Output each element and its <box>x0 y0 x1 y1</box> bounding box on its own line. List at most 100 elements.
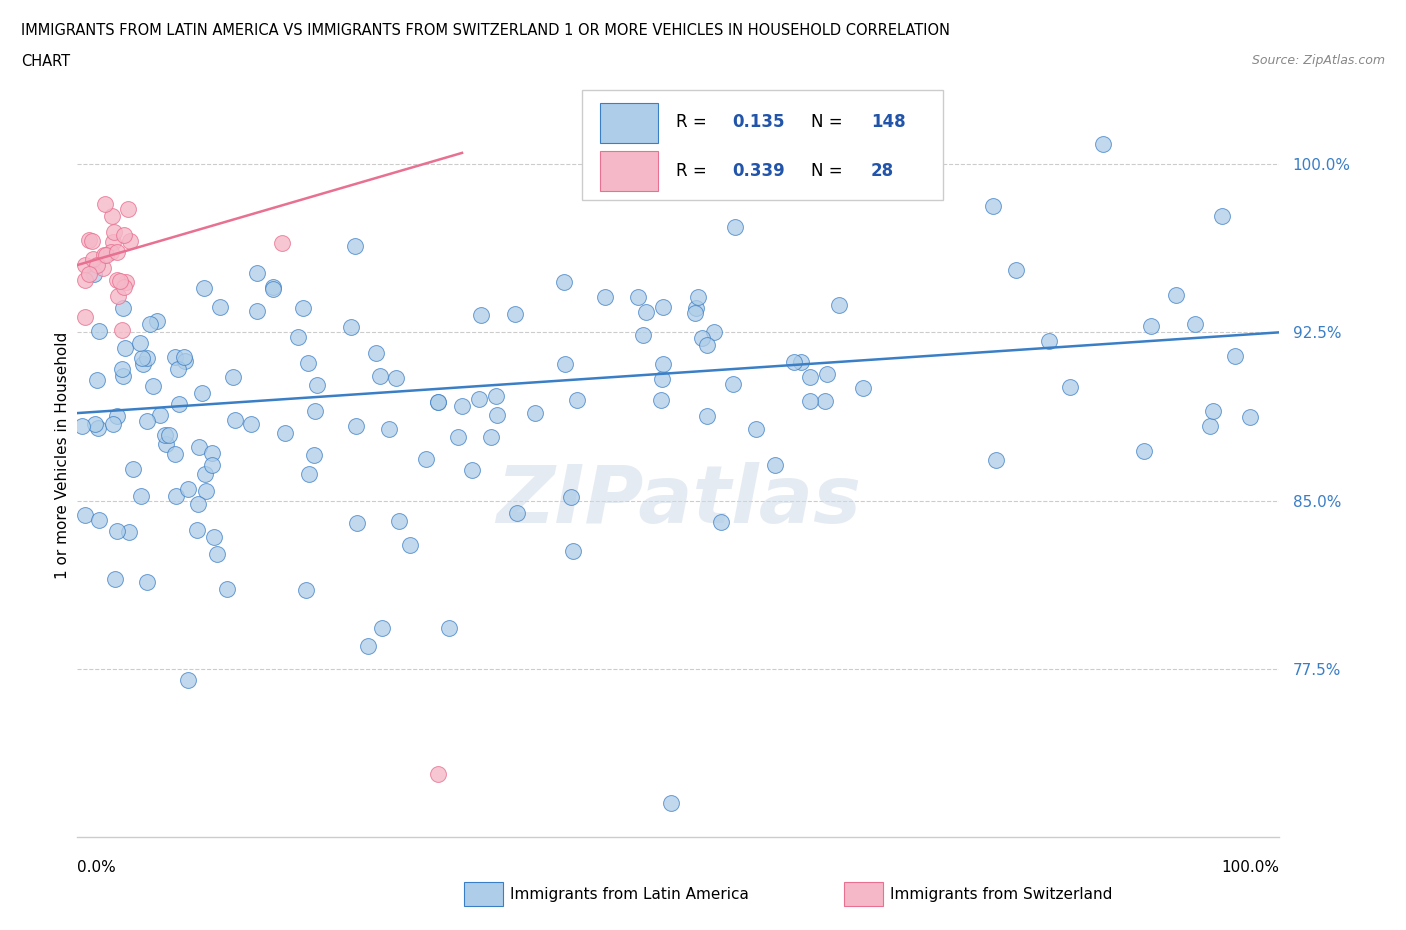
Point <box>685 300 707 315</box>
Point <box>194 467 217 482</box>
Point <box>82 233 104 248</box>
Text: 28: 28 <box>870 162 894 180</box>
Point <box>1091 137 1114 152</box>
Point <box>1059 379 1081 394</box>
Point <box>139 316 162 331</box>
Point <box>560 490 582 505</box>
Point <box>115 274 138 289</box>
Point <box>167 396 190 411</box>
Point <box>470 308 492 323</box>
Text: CHART: CHART <box>21 54 70 69</box>
Point <box>427 394 450 409</box>
Point <box>305 378 328 392</box>
Point <box>136 413 159 428</box>
Point <box>346 515 368 530</box>
Text: N =: N = <box>811 113 848 131</box>
Point <box>710 514 733 529</box>
Point <box>142 379 165 393</box>
Point <box>191 386 214 401</box>
Point <box>652 299 675 314</box>
Point <box>75 507 97 522</box>
Point <box>131 351 153 365</box>
Point <box>136 351 159 365</box>
Point <box>94 196 117 211</box>
Point <box>287 329 309 344</box>
Point <box>479 430 502 445</box>
Point <box>799 370 821 385</box>
Point <box>86 258 108 272</box>
Point <box>93 247 115 262</box>
Point <box>112 301 135 316</box>
Point <box>986 453 1008 468</box>
Point <box>114 280 136 295</box>
Point <box>240 417 263 432</box>
Point <box>107 408 129 423</box>
Point <box>357 639 380 654</box>
Point <box>165 350 187 365</box>
Point <box>1133 444 1156 458</box>
Point <box>148 408 170 423</box>
Point <box>297 356 319 371</box>
Point <box>627 289 650 304</box>
Point <box>83 417 105 432</box>
Point <box>187 440 209 455</box>
Point <box>177 672 200 687</box>
Point <box>447 430 470 445</box>
Text: Immigrants from Switzerland: Immigrants from Switzerland <box>890 887 1112 902</box>
Point <box>554 357 576 372</box>
Point <box>1202 404 1225 418</box>
Point <box>111 361 134 376</box>
Point <box>118 525 141 539</box>
Point <box>789 179 811 194</box>
Point <box>562 543 585 558</box>
Point <box>108 273 131 288</box>
Point <box>295 583 318 598</box>
Point <box>103 225 125 240</box>
Point <box>1038 334 1060 349</box>
Point <box>783 354 806 369</box>
Point <box>813 393 835 408</box>
Point <box>187 497 209 512</box>
Point <box>157 427 180 442</box>
Point <box>828 298 851 312</box>
Point <box>485 407 508 422</box>
Point <box>553 274 575 289</box>
Point <box>105 272 128 287</box>
Point <box>790 355 813 370</box>
Point <box>131 356 153 371</box>
Point <box>224 412 246 427</box>
Point <box>75 309 97 324</box>
Point <box>222 369 245 384</box>
Point <box>153 428 176 443</box>
Point <box>1199 418 1222 433</box>
Point <box>246 303 269 318</box>
Point <box>112 368 135 383</box>
Point <box>451 399 474 414</box>
Point <box>208 299 231 314</box>
Text: 148: 148 <box>870 113 905 131</box>
Point <box>368 368 391 383</box>
Point <box>593 290 616 305</box>
Point <box>652 356 675 371</box>
Point <box>89 512 111 527</box>
Point <box>262 280 284 295</box>
Point <box>427 766 450 781</box>
Point <box>205 546 228 561</box>
Point <box>136 575 159 590</box>
Point <box>692 330 714 345</box>
Text: 100.0%: 100.0% <box>1222 860 1279 875</box>
Point <box>1184 316 1206 331</box>
Point <box>721 377 744 392</box>
Point <box>163 446 186 461</box>
Point <box>696 408 718 423</box>
Point <box>101 234 124 249</box>
Point <box>270 235 292 250</box>
Text: Source: ZipAtlas.com: Source: ZipAtlas.com <box>1251 54 1385 67</box>
Point <box>344 418 367 433</box>
Point <box>1005 263 1028 278</box>
Point <box>186 522 208 537</box>
Point <box>744 421 766 436</box>
Point <box>437 621 460 636</box>
Text: Immigrants from Latin America: Immigrants from Latin America <box>510 887 749 902</box>
Point <box>128 336 150 351</box>
